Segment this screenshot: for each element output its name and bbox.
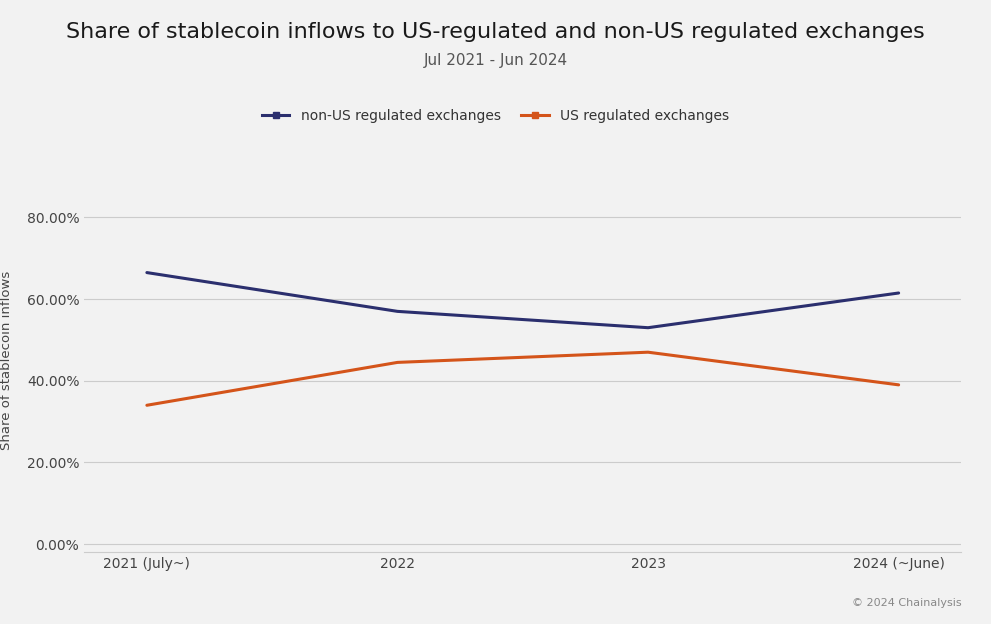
- Text: © 2024 Chainalysis: © 2024 Chainalysis: [851, 598, 961, 608]
- Text: Jul 2021 - Jun 2024: Jul 2021 - Jun 2024: [423, 53, 568, 68]
- Legend: non-US regulated exchanges, US regulated exchanges: non-US regulated exchanges, US regulated…: [256, 104, 735, 129]
- Text: Share of stablecoin inflows to US-regulated and non-US regulated exchanges: Share of stablecoin inflows to US-regula…: [66, 22, 925, 42]
- Y-axis label: Share of stablecoin inflows: Share of stablecoin inflows: [0, 271, 13, 450]
